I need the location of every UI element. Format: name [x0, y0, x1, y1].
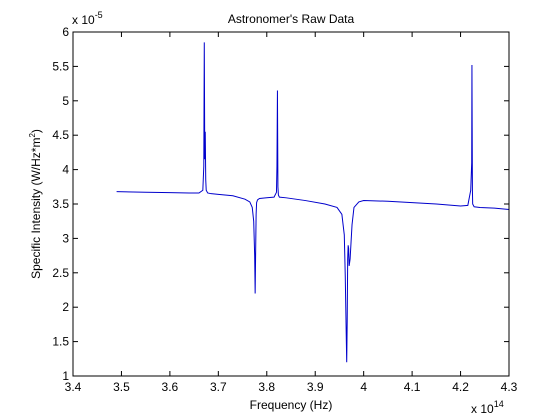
plot-area [73, 32, 509, 376]
x-tick-label: 3.4 [65, 380, 82, 394]
y-tick-label: 5 [62, 94, 69, 108]
x-axis-multiplier-exponent: 14 [494, 399, 504, 409]
x-axis-label: Frequency (Hz) [250, 398, 333, 412]
y-axis-ticks: 1 1.5 2 2.5 3 3.5 4 4.5 5 5.5 6 [52, 25, 509, 383]
x-tick-label: 3.8 [258, 380, 275, 394]
y-tick-label: 5.5 [52, 59, 69, 73]
y-tick-label: 2 [62, 300, 69, 314]
y-tick-label: 4.5 [52, 128, 69, 142]
x-tick-label: 4.1 [404, 380, 421, 394]
x-tick-label: 3.5 [113, 380, 130, 394]
y-axis-multiplier-base: x 10 [72, 13, 95, 27]
y-axis-label-prefix: Specific Intensity (W/Hz*m [29, 138, 43, 279]
x-axis-ticks: 3.4 3.5 3.6 3.7 3.8 3.9 4 4.1 4.2 4.3 [65, 32, 518, 394]
x-tick-label: 4.2 [452, 380, 469, 394]
y-tick-label: 6 [62, 25, 69, 39]
y-tick-label: 3.5 [52, 197, 69, 211]
y-axis-multiplier: x 10-5 [72, 10, 103, 27]
x-tick-label: 4 [360, 380, 367, 394]
y-tick-label: 2.5 [52, 266, 69, 280]
y-axis-label: Specific Intensity (W/Hz*m2) [28, 129, 43, 279]
chart-title: Astronomer's Raw Data [228, 12, 355, 26]
series-line [116, 42, 510, 363]
x-tick-label: 3.7 [210, 380, 227, 394]
y-axis-label-suffix: ) [29, 129, 43, 133]
plot-frame [72, 31, 510, 377]
y-tick-label: 1.5 [52, 335, 69, 349]
x-axis-multiplier: x 1014 [471, 399, 504, 416]
x-tick-label: 3.9 [307, 380, 324, 394]
y-axis-label-superscript: 2 [28, 133, 37, 138]
x-tick-label: 4.3 [501, 380, 518, 394]
x-tick-label: 3.6 [162, 380, 179, 394]
y-tick-label: 1 [62, 369, 69, 383]
y-axis-multiplier-exponent: -5 [95, 10, 103, 20]
x-axis-multiplier-base: x 10 [471, 402, 494, 416]
y-tick-label: 4 [62, 163, 69, 177]
y-tick-label: 3 [62, 231, 69, 245]
